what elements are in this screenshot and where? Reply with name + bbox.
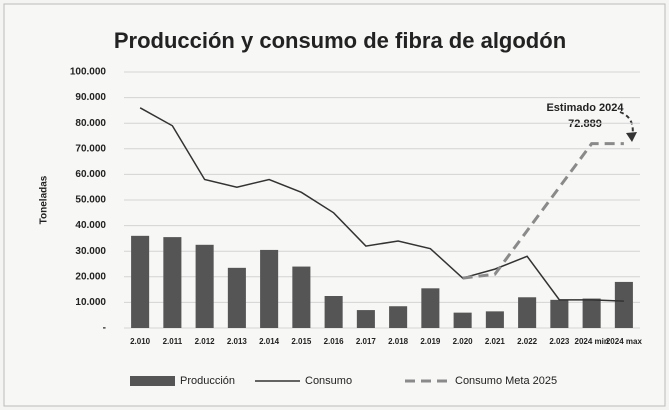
annotation-arrowhead xyxy=(626,132,637,142)
x-tick-label: 2.023 xyxy=(549,337,570,346)
bar xyxy=(260,249,279,328)
x-tick-label: 2.013 xyxy=(227,337,248,346)
y-tick-label: 10.000 xyxy=(75,297,106,308)
x-tick-label: 2.020 xyxy=(453,337,474,346)
y-tick-label: 100.000 xyxy=(70,67,107,78)
y-tick-label: 50.000 xyxy=(75,195,106,206)
y-tick-label: 60.000 xyxy=(75,169,106,180)
annotation: Estimado 2024 xyxy=(546,102,624,114)
x-tick-label: 2024 min xyxy=(575,337,609,346)
bar xyxy=(518,297,537,328)
bar xyxy=(131,235,150,328)
y-tick-label: 80.000 xyxy=(75,118,106,129)
x-tick-label: 2.010 xyxy=(130,337,151,346)
frame xyxy=(3,3,666,407)
y-tick-label: 70.000 xyxy=(75,143,106,154)
annotation: 72.889 xyxy=(568,118,602,130)
x-tick-label: 2024 max xyxy=(606,337,643,346)
bar xyxy=(582,298,601,328)
x-tick-label: 2.011 xyxy=(163,337,183,346)
bar xyxy=(292,266,311,328)
legend-swatch xyxy=(130,376,175,386)
y-tick-label: 90.000 xyxy=(75,92,106,103)
y-tick-label: 40.000 xyxy=(75,220,106,231)
y-tick-label: 30.000 xyxy=(75,246,106,257)
bar xyxy=(227,267,246,328)
bar xyxy=(550,299,569,328)
x-tick-label: 2.015 xyxy=(291,337,312,346)
bar xyxy=(195,244,214,328)
legend-label: Consumo xyxy=(305,375,352,387)
x-tick-label: 2.021 xyxy=(485,337,506,346)
x-tick-label: 2.014 xyxy=(259,337,280,346)
y-axis-label: Toneladas xyxy=(39,175,50,224)
bar xyxy=(421,288,440,328)
y-tick-label: 20.000 xyxy=(75,271,106,282)
bar xyxy=(389,306,408,328)
y-tick-label: - xyxy=(103,323,106,334)
line xyxy=(139,107,624,302)
legend-label: Consumo Meta 2025 xyxy=(455,375,557,387)
x-tick-label: 2.016 xyxy=(324,337,345,346)
x-tick-label: 2.012 xyxy=(195,337,216,346)
bar xyxy=(453,312,472,328)
dashed-line xyxy=(462,142,624,280)
chart-title: Producción y consumo de fibra de algodón xyxy=(114,28,566,53)
bar xyxy=(614,281,633,328)
bar xyxy=(356,310,375,328)
bar xyxy=(324,296,343,328)
x-tick-label: 2.018 xyxy=(388,337,409,346)
bar xyxy=(163,237,182,328)
bar xyxy=(485,311,504,328)
x-tick-label: 2.022 xyxy=(517,337,538,346)
legend-label: Producción xyxy=(180,375,235,387)
x-tick-label: 2.019 xyxy=(420,337,441,346)
x-tick-label: 2.017 xyxy=(356,337,377,346)
